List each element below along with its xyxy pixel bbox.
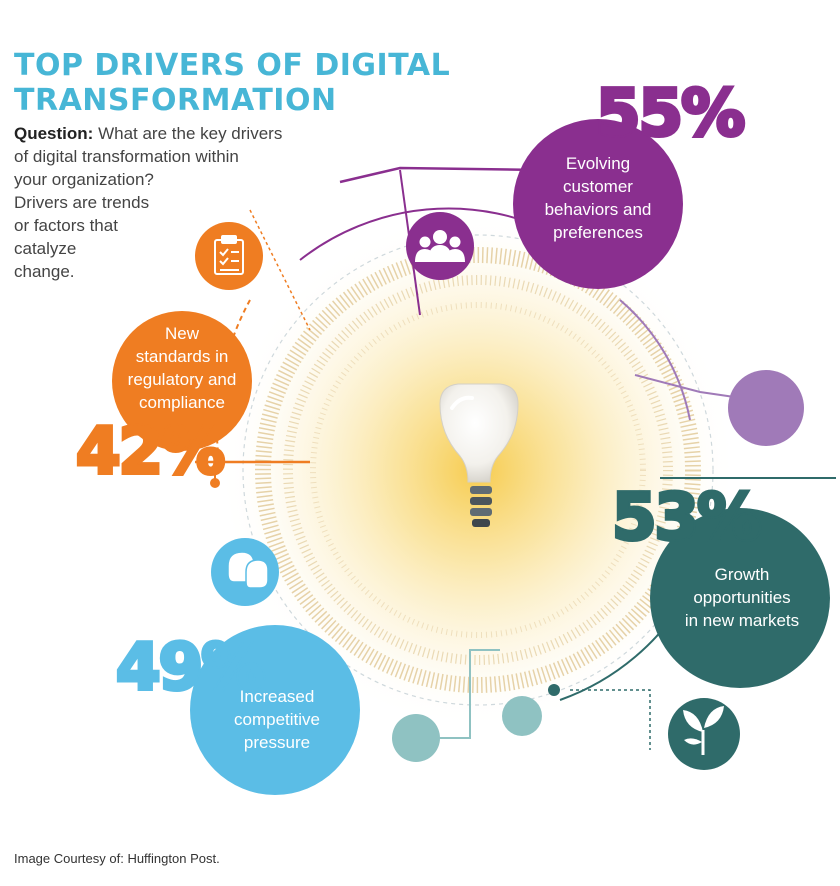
question-text: Question: What are the key drivers of di… bbox=[14, 122, 282, 283]
clipboard-icon-circle bbox=[195, 222, 263, 290]
driver-42-line-1: New bbox=[164, 324, 199, 343]
driver-42-line-4: compliance bbox=[139, 393, 225, 412]
driver-bubble-55 bbox=[513, 119, 683, 289]
driver-49-label: Increased competitive pressure bbox=[212, 685, 342, 754]
question-line-3: your organization? bbox=[14, 170, 154, 189]
orange-arc bbox=[215, 299, 251, 471]
percent-55: 55% bbox=[594, 80, 747, 148]
question-line-1: Question: What are the key drivers bbox=[14, 122, 282, 145]
orange-dotted-line bbox=[249, 209, 311, 331]
driver-42-line-3: regulatory and bbox=[127, 370, 237, 389]
driver-42-label: New standards in regulatory and complian… bbox=[112, 322, 252, 414]
driver-42-line-2: standards in bbox=[135, 347, 229, 366]
question-line-4: Drivers are trends bbox=[14, 193, 150, 212]
percent-49: 49% bbox=[114, 634, 267, 702]
tick-ring-middle bbox=[283, 275, 673, 665]
driver-53-line-1: Growth bbox=[714, 565, 770, 584]
purple-connector bbox=[339, 166, 541, 184]
driver-49-line-2: competitive bbox=[234, 710, 320, 729]
question-line-5: or factors that bbox=[14, 216, 118, 235]
plant-sprout-icon bbox=[683, 706, 724, 755]
question-line-2: of digital transformation within bbox=[14, 147, 239, 166]
title-line-1: TOP DRIVERS OF DIGITAL bbox=[14, 48, 451, 83]
percent-55-value: 55% bbox=[594, 77, 747, 151]
title-line-2: TRANSFORMATION bbox=[14, 83, 337, 118]
orange-dot bbox=[210, 478, 220, 488]
orbit-ring bbox=[242, 234, 714, 706]
question-line-7: change. bbox=[14, 262, 75, 281]
driver-55-line-4: preferences bbox=[553, 223, 643, 242]
driver-bubble-49 bbox=[190, 625, 360, 795]
page-title: TOP DRIVERS OF DIGITAL TRANSFORMATION bbox=[14, 48, 454, 118]
question-line-1-text: What are the key drivers bbox=[98, 124, 283, 143]
light-teal-dot-large bbox=[392, 714, 440, 762]
driver-55-line-3: behaviors and bbox=[544, 200, 652, 219]
percent-42-value: 42% bbox=[74, 415, 227, 489]
driver-55-line-1: Evolving bbox=[565, 154, 631, 173]
driver-49-line-3: pressure bbox=[243, 733, 311, 752]
driver-53-label: Growth opportunities in new markets bbox=[662, 563, 822, 632]
clipboard-checklist-icon bbox=[214, 235, 244, 275]
question-label: Question: bbox=[14, 124, 94, 143]
driver-55-label: Evolving customer behaviors and preferen… bbox=[528, 152, 668, 244]
percent-53-value: 53% bbox=[610, 481, 763, 555]
percent-42: 42% bbox=[74, 418, 227, 486]
teal-dotted-connector bbox=[570, 689, 651, 750]
light-teal-dot-medium bbox=[502, 696, 542, 736]
lavender-arc bbox=[619, 299, 691, 421]
light-bulb-icon bbox=[439, 383, 519, 527]
people-icon bbox=[415, 230, 465, 262]
percent-49-value: 49% bbox=[114, 631, 267, 705]
light-teal-connector bbox=[430, 649, 500, 739]
driver-55-line-2: customer bbox=[563, 177, 633, 196]
teal-dot-small bbox=[548, 684, 560, 696]
lavender-dot bbox=[728, 370, 804, 446]
driver-49-line-1: Increased bbox=[239, 687, 315, 706]
percent-53: 53% bbox=[610, 484, 763, 552]
driver-53-line-2: opportunities bbox=[693, 588, 791, 607]
driver-bubble-53 bbox=[650, 508, 830, 688]
tick-ring-outer bbox=[255, 247, 701, 693]
driver-53-line-3: in new markets bbox=[684, 611, 800, 630]
tick-ring-inner bbox=[310, 302, 646, 638]
boxing-gloves-icon bbox=[227, 551, 269, 589]
question-line-6: catalyze bbox=[14, 239, 77, 258]
image-credit: Image Courtesy of: Huffington Post. bbox=[14, 851, 220, 866]
driver-bubble-42 bbox=[112, 311, 252, 451]
